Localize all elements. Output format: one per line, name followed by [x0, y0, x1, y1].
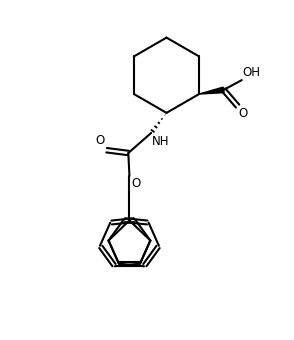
Polygon shape — [199, 87, 224, 94]
Text: OH: OH — [243, 66, 260, 79]
Text: O: O — [132, 177, 141, 190]
Text: NH: NH — [152, 135, 170, 148]
Text: O: O — [239, 107, 248, 120]
Text: O: O — [96, 134, 105, 147]
